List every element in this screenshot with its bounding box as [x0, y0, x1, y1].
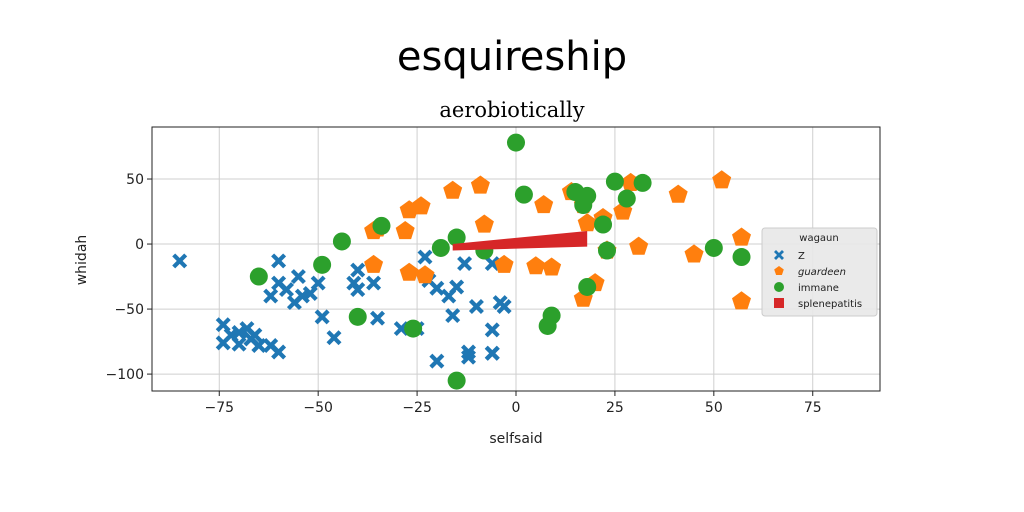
- data-point-immane: [432, 239, 450, 257]
- data-point-guardeen: [416, 265, 435, 283]
- data-point-guardeen: [412, 196, 431, 214]
- data-point-guardeen: [443, 181, 462, 199]
- data-point-guardeen: [732, 291, 751, 309]
- data-point-immane: [507, 134, 525, 152]
- data-point-guardeen: [732, 228, 751, 246]
- y-tick-label: 0: [135, 237, 144, 253]
- y-tick-label: −50: [114, 302, 144, 318]
- data-point-immane: [634, 174, 652, 192]
- data-point-guardeen: [534, 195, 553, 213]
- legend-title: wagaun: [799, 233, 838, 244]
- data-point-Z: [486, 324, 498, 336]
- data-point-Z: [273, 255, 285, 267]
- x-tick-label: −25: [402, 400, 432, 416]
- data-point-Z: [470, 300, 482, 312]
- series-polygon-splenepatitis: [453, 231, 588, 251]
- data-point-Z: [328, 332, 340, 344]
- data-point-Z: [498, 300, 510, 312]
- data-point-Z: [459, 258, 471, 270]
- y-tick-label: 50: [126, 172, 144, 188]
- data-point-immane: [313, 256, 331, 274]
- data-point-immane: [543, 307, 561, 325]
- data-point-Z: [265, 290, 277, 302]
- y-tick-label: −100: [106, 367, 144, 383]
- data-point-guardeen: [542, 258, 561, 276]
- data-point-guardeen: [396, 221, 415, 239]
- x-axis-label: selfsaid: [489, 431, 542, 447]
- y-axis-label: whidah: [74, 235, 90, 286]
- data-point-guardeen: [685, 244, 704, 262]
- data-point-Z: [352, 264, 364, 276]
- data-point-immane: [606, 173, 624, 191]
- data-point-Z: [292, 271, 304, 283]
- data-point-immane: [578, 278, 596, 296]
- data-point-Z: [431, 282, 443, 294]
- data-point-Z: [431, 355, 443, 367]
- data-point-Z: [174, 255, 186, 267]
- data-point-immane: [598, 242, 616, 260]
- data-point-guardeen: [364, 255, 383, 273]
- legend-entry-guardeen: guardeen: [798, 267, 846, 278]
- data-point-immane: [705, 239, 723, 257]
- data-point-Z: [368, 277, 380, 289]
- x-tick-label: 50: [705, 400, 723, 416]
- data-point-immane: [349, 308, 367, 326]
- data-point-Z: [372, 312, 384, 324]
- data-point-guardeen: [475, 215, 494, 233]
- data-point-immane: [594, 216, 612, 234]
- data-point-immane: [733, 248, 751, 266]
- x-tick-label: 0: [512, 400, 521, 416]
- legend-entry-Z: Z: [798, 251, 805, 262]
- x-tick-label: −75: [204, 400, 234, 416]
- data-point-immane: [333, 232, 351, 250]
- data-point-guardeen: [669, 185, 688, 203]
- data-point-immane: [372, 217, 390, 235]
- legend-entry-immane: immane: [798, 283, 839, 294]
- data-point-Z: [486, 347, 498, 359]
- data-point-immane: [404, 320, 422, 338]
- data-point-immane: [618, 190, 636, 208]
- data-point-Z: [419, 251, 431, 263]
- data-point-Z: [233, 338, 245, 350]
- legend-entry-splenepatitis: splenepatitis: [798, 299, 862, 310]
- legend-marker-immane: [774, 282, 784, 292]
- data-point-Z: [447, 310, 459, 322]
- legend-marker-splenepatitis: [774, 298, 784, 308]
- data-point-guardeen: [712, 170, 731, 188]
- data-marks: [174, 134, 751, 390]
- data-point-guardeen: [629, 237, 648, 255]
- data-point-immane: [515, 186, 533, 204]
- data-point-guardeen: [471, 176, 490, 194]
- data-point-Z: [451, 281, 463, 293]
- x-tick-label: 75: [804, 400, 822, 416]
- x-tick-label: 25: [606, 400, 624, 416]
- data-point-guardeen: [400, 263, 419, 281]
- data-point-immane: [578, 187, 596, 205]
- data-point-immane: [448, 372, 466, 390]
- data-point-immane: [250, 268, 268, 286]
- x-tick-label: −50: [303, 400, 333, 416]
